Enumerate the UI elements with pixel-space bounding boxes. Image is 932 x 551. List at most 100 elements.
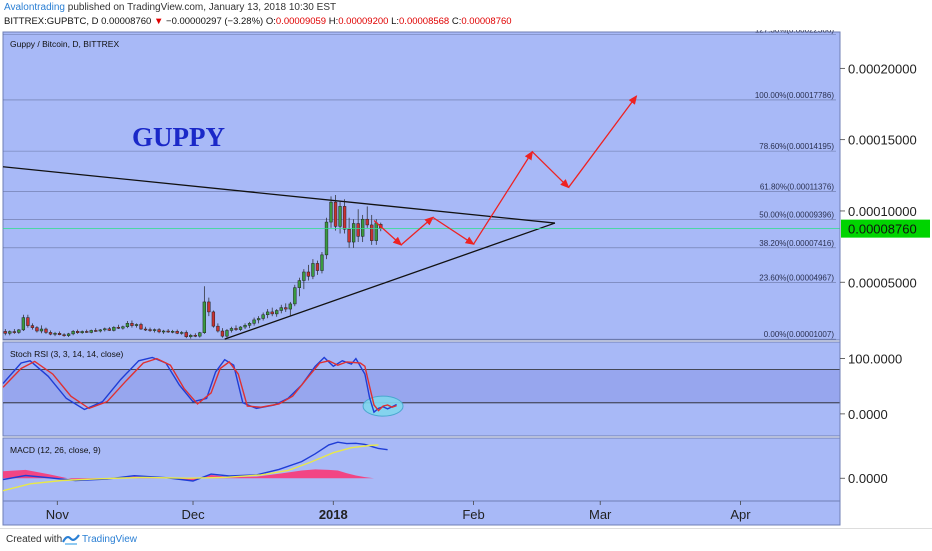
candle-body xyxy=(311,263,315,277)
candle-body xyxy=(21,317,26,331)
price-pane-title: Guppy / Bitcoin, D, BITTREX xyxy=(10,39,119,49)
candle-body xyxy=(329,201,333,223)
candle-body xyxy=(320,254,324,271)
last-price: 0.00008760 xyxy=(101,16,152,27)
candlesticks xyxy=(3,194,383,339)
rsi-axis-label: 100.0000 xyxy=(848,352,902,367)
candle-body xyxy=(198,332,202,337)
chart-header: Avalontrading published on TradingView.c… xyxy=(0,0,932,30)
projection-arrow xyxy=(432,216,475,245)
candle-body xyxy=(71,331,75,335)
candle-body xyxy=(220,330,225,337)
fib-level-label: 50.00%(0.00009396) xyxy=(759,211,834,220)
candle-body xyxy=(148,329,152,331)
candle-body xyxy=(53,333,57,335)
price-pane[interactable] xyxy=(2,31,841,341)
candle-body xyxy=(161,330,166,333)
candle-body xyxy=(75,331,80,333)
candle-body xyxy=(370,224,374,241)
candle-body xyxy=(374,222,378,241)
candle-body xyxy=(48,332,53,335)
candle-body xyxy=(243,325,247,328)
candle-body xyxy=(189,335,193,337)
fib-level-label: 23.60%(0.00004967) xyxy=(759,274,834,283)
last-price-tag-bg xyxy=(841,219,930,238)
candle-body xyxy=(202,301,206,333)
candle-body xyxy=(175,331,179,334)
candle-body xyxy=(333,201,338,227)
candle-body xyxy=(216,325,220,332)
price-axis-label: 0.00020000 xyxy=(848,61,917,76)
candle-body xyxy=(256,318,261,321)
candle-body xyxy=(98,329,102,332)
time-axis-label: Mar xyxy=(589,507,612,522)
candle-body xyxy=(17,329,21,333)
projection-arrow xyxy=(373,220,403,246)
trading-chart[interactable]: 127.30%(0.00022366) 100.00%(0.00017786) 78… xyxy=(0,30,932,528)
candle-body xyxy=(62,334,66,336)
candle-body xyxy=(3,331,7,334)
macd-lines xyxy=(2,441,388,492)
candle-body xyxy=(284,307,288,310)
candle-body xyxy=(270,311,274,315)
candle-body xyxy=(293,287,297,305)
candle-body xyxy=(166,330,170,333)
tradingview-link[interactable]: TradingView xyxy=(82,534,138,545)
macd-signal-line xyxy=(2,444,379,492)
stoch-rsi-d-line xyxy=(2,357,397,412)
candle-body xyxy=(315,263,320,271)
candle-body xyxy=(302,271,306,281)
fib-level-label: 0.00%(0.00001007) xyxy=(764,330,835,339)
candle-body xyxy=(266,311,270,316)
candle-body xyxy=(229,328,234,331)
candle-body xyxy=(247,323,252,326)
candle-body xyxy=(130,323,134,326)
candle-body xyxy=(225,330,229,337)
tradingview-logo-icon xyxy=(62,534,80,545)
open-label: O: xyxy=(265,16,276,27)
candle-body xyxy=(121,326,125,329)
symbol-info-line: BITTREX:GUPBTC, D 0.00008760 ▼ −0.000002… xyxy=(4,16,512,27)
projection-arrow xyxy=(472,150,534,245)
macd-histogram-area xyxy=(3,469,379,481)
candle-body xyxy=(297,280,301,288)
low-value: 0.00008568 xyxy=(399,16,450,27)
projection-arrow xyxy=(531,151,570,189)
fib-level-label: 38.20%(0.00007416) xyxy=(759,239,834,248)
projection-arrow xyxy=(400,216,434,246)
stoch-rsi-title: Stoch RSI (3, 3, 14, 14, close) xyxy=(10,349,124,359)
price-axis-label: 0.00010000 xyxy=(848,204,917,219)
candle-body xyxy=(66,333,71,336)
fib-level-label: 61.80%(0.00011376) xyxy=(760,182,834,191)
candle-body xyxy=(211,311,216,327)
price-change: −0.00000297 (−3.28%) xyxy=(166,16,264,27)
candle-body xyxy=(125,323,130,327)
low-label: L: xyxy=(391,16,400,27)
time-axis-label: Feb xyxy=(462,507,484,522)
macd-pane[interactable] xyxy=(2,437,841,502)
time-axis-label: 2018 xyxy=(319,507,348,522)
time-axis-label: Dec xyxy=(181,507,205,522)
fib-level-label: 78.60%(0.00014195) xyxy=(759,142,834,151)
candle-body xyxy=(80,331,84,333)
candle-body xyxy=(89,330,93,333)
candle-body xyxy=(157,329,161,333)
candle-body xyxy=(152,329,157,331)
candle-body xyxy=(180,332,184,334)
candle-body xyxy=(356,223,360,237)
candle-body xyxy=(116,327,121,329)
candle-body xyxy=(252,319,256,324)
trendline xyxy=(2,166,556,224)
candle-body xyxy=(143,328,148,331)
high-label: H: xyxy=(328,16,339,27)
author-link[interactable]: Avalontrading xyxy=(4,2,65,13)
price-axis[interactable]: 0.00020000 0.00015000 0.00010000 0.00005000… xyxy=(840,61,917,486)
published-text: published on TradingView.com, January 13… xyxy=(67,2,337,13)
candle-body xyxy=(193,335,197,337)
candle-body xyxy=(35,327,39,332)
last-price-tag-label: 0.00008760 xyxy=(848,222,917,237)
candle-body xyxy=(8,331,12,334)
projection-arrows xyxy=(373,95,638,246)
candle-body xyxy=(365,218,369,226)
time-axis[interactable] xyxy=(2,500,841,526)
